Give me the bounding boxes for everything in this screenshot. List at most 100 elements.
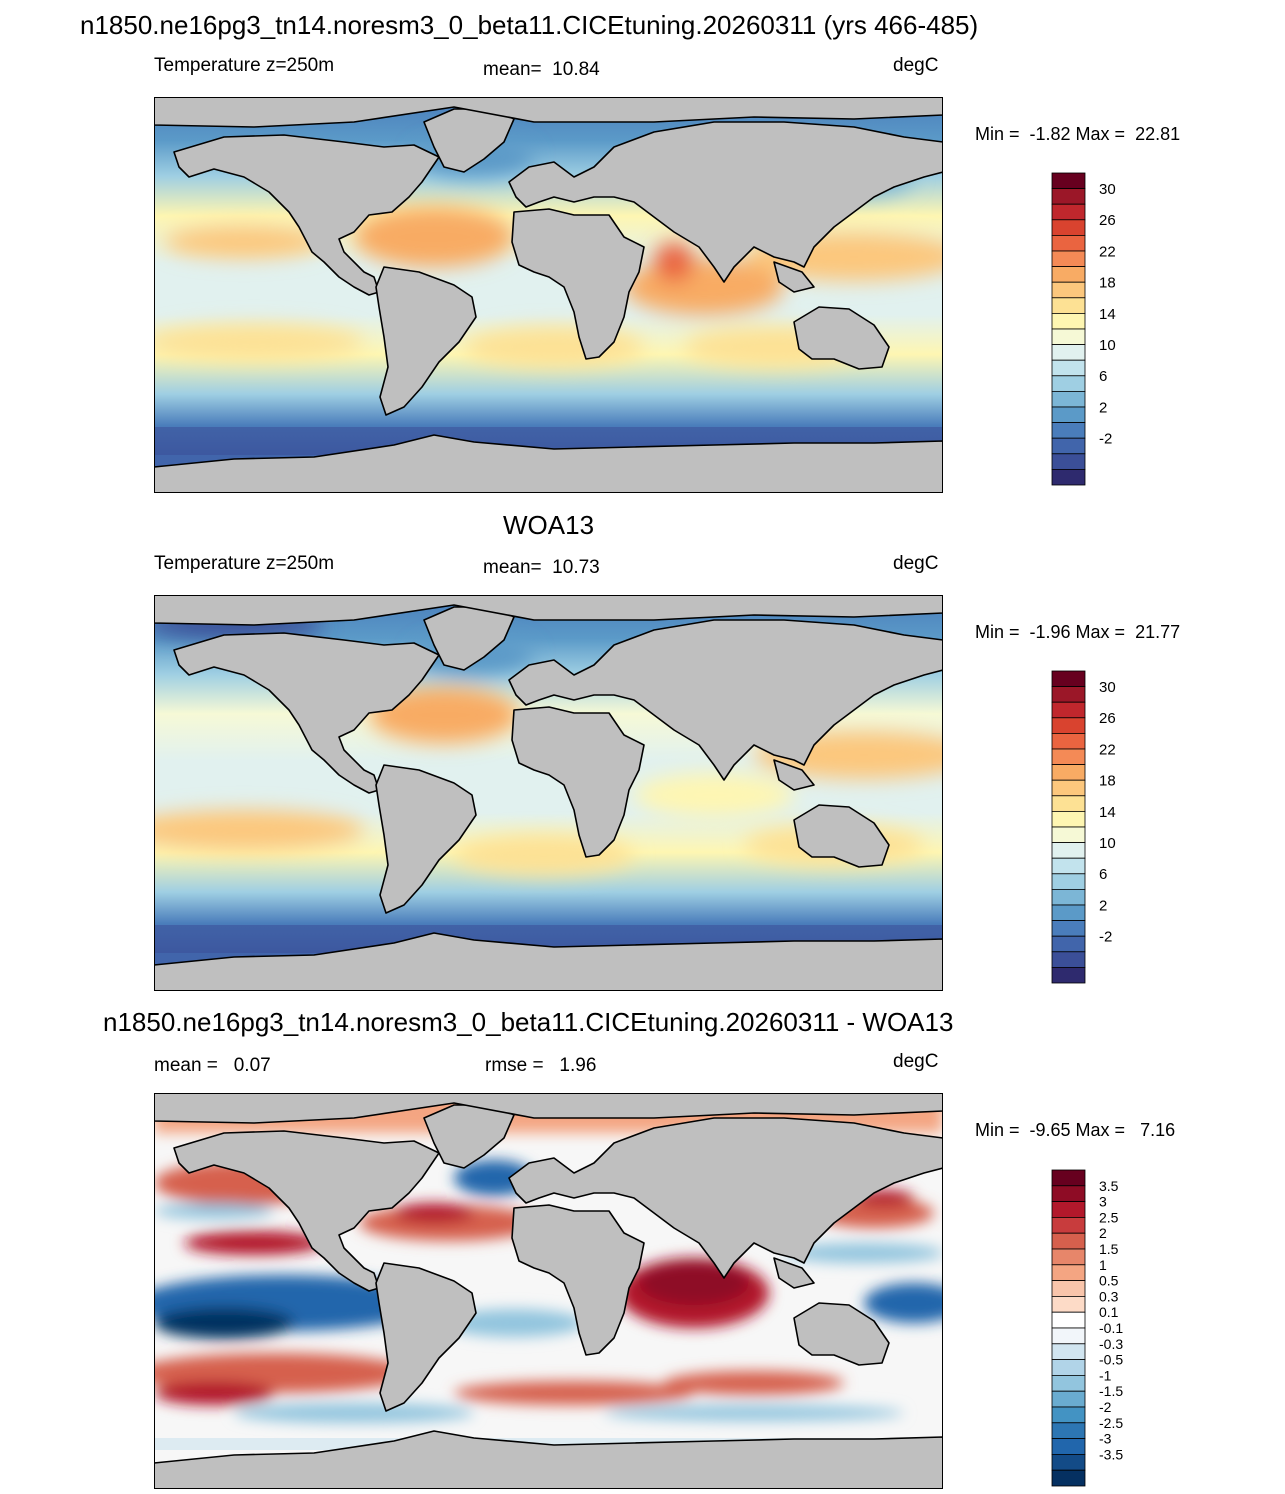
land-mask-diff xyxy=(154,1093,943,1489)
panel-obs-mean: mean= 10.73 xyxy=(483,557,600,578)
map-frame-obs xyxy=(154,595,943,991)
colorbar-obs-swatch xyxy=(1051,764,1086,781)
colorbar-diff-swatch xyxy=(1051,1311,1086,1329)
colorbar-model-label: 10 xyxy=(1099,337,1116,354)
colorbar-diff-swatch xyxy=(1051,1232,1086,1250)
colorbar-model-swatch xyxy=(1051,375,1086,392)
colorbar-diff-swatch xyxy=(1051,1422,1086,1440)
colorbar-diff-swatch xyxy=(1051,1264,1086,1282)
colorbar-diff-swatch xyxy=(1051,1343,1086,1361)
colorbar-obs-label: -2 xyxy=(1099,929,1112,946)
colorbar-diff-label: -0.5 xyxy=(1099,1352,1123,1368)
colorbar-model-label: 14 xyxy=(1099,306,1116,323)
colorbar-diff-label: -1.5 xyxy=(1099,1383,1123,1399)
colorbar-obs-swatch xyxy=(1051,842,1086,859)
colorbar-model-swatch xyxy=(1051,468,1086,486)
panel-model-variable: Temperature z=250m xyxy=(154,55,335,76)
colorbar-obs-label: 14 xyxy=(1099,804,1116,821)
colorbar-diff-label: -2 xyxy=(1099,1399,1112,1415)
map-frame-diff xyxy=(154,1093,943,1489)
colorbar-obs-swatch xyxy=(1051,951,1086,968)
colorbar-obs-label: 26 xyxy=(1099,710,1116,727)
map-frame-model xyxy=(154,97,943,493)
colorbar-model-swatch xyxy=(1051,453,1086,470)
colorbar-diff-swatch xyxy=(1051,1359,1086,1376)
colorbar-obs-swatch xyxy=(1051,935,1086,953)
panel-diff-rmse: rmse = 1.96 xyxy=(485,1055,597,1076)
colorbar-model-swatch xyxy=(1051,250,1086,268)
colorbar-obs-swatch xyxy=(1051,733,1086,750)
colorbar-diff-label: 3 xyxy=(1099,1194,1107,1210)
colorbar-obs-label: 18 xyxy=(1099,773,1116,790)
colorbar-diff-label: 0.1 xyxy=(1099,1304,1119,1320)
colorbar-obs-swatch xyxy=(1051,795,1086,812)
colorbar-obs-swatch xyxy=(1051,686,1086,703)
colorbar-model-swatch xyxy=(1051,390,1086,408)
colorbar-obs-swatch xyxy=(1051,748,1086,766)
colorbar-model-swatch xyxy=(1051,281,1086,299)
colorbar-obs-swatch xyxy=(1051,717,1086,734)
colorbar-model-swatch xyxy=(1051,406,1086,424)
colorbar-diff-swatch xyxy=(1051,1296,1086,1313)
land-mask-obs xyxy=(154,595,943,991)
colorbar-diff-swatch xyxy=(1051,1327,1086,1345)
colorbar-diff-swatch xyxy=(1051,1169,1086,1187)
panel-obs-minmax: Min = -1.96 Max = 21.77 xyxy=(975,622,1181,642)
colorbar-diff-label: -2.5 xyxy=(1099,1415,1123,1431)
colorbar-model-swatch xyxy=(1051,297,1086,314)
colorbar-model-swatch xyxy=(1051,312,1086,330)
colorbar-diff-swatch xyxy=(1051,1374,1086,1392)
colorbar-obs-swatch xyxy=(1051,779,1086,797)
colorbar-diff-label: -3.5 xyxy=(1099,1446,1123,1462)
map-model xyxy=(154,97,943,493)
colorbar-obs-swatch xyxy=(1051,857,1086,875)
colorbar-model-label: 2 xyxy=(1099,399,1107,416)
colorbar-model-swatch xyxy=(1051,266,1086,283)
colorbar-model-swatch xyxy=(1051,172,1086,190)
land-mask-model xyxy=(154,97,943,493)
panel-diff-minmax: Min = -9.65 Max = 7.16 xyxy=(975,1120,1176,1140)
panel-obs-variable: Temperature z=250m xyxy=(154,553,335,574)
colorbar-diff-swatch xyxy=(1051,1185,1086,1203)
colorbar-diff-label: -1 xyxy=(1099,1367,1112,1383)
panel-obs-units: degC xyxy=(893,553,939,574)
colorbar-diff-label: 1.5 xyxy=(1099,1241,1119,1257)
panel-diff-title: n1850.ne16pg3_tn14.noresm3_0_beta11.CICE… xyxy=(103,1007,954,1037)
colorbar-diff-label: 0.3 xyxy=(1099,1288,1119,1304)
colorbar-obs-label: 2 xyxy=(1099,897,1107,914)
colorbar-model-swatch xyxy=(1051,328,1086,346)
colorbar-obs-swatch xyxy=(1051,904,1086,922)
colorbar-diff-label: -0.3 xyxy=(1099,1336,1123,1352)
colorbar-diff-label: 0.5 xyxy=(1099,1273,1119,1289)
figure-title: n1850.ne16pg3_tn14.noresm3_0_beta11.CICE… xyxy=(80,10,979,40)
colorbar-model-label: 22 xyxy=(1099,243,1116,260)
colorbar-diff-swatch xyxy=(1051,1469,1086,1487)
colorbar-model: 30 26 22 18 14 10 6 2 -2 xyxy=(1051,172,1152,486)
colorbar-diff-label: -3 xyxy=(1099,1431,1112,1447)
colorbar-model-swatch xyxy=(1051,235,1086,252)
colorbar-model-swatch xyxy=(1051,437,1086,455)
panel-model-minmax: Min = -1.82 Max = 22.81 xyxy=(975,124,1181,144)
colorbar-model-swatch xyxy=(1051,219,1086,236)
colorbar-diff-label: 2.5 xyxy=(1099,1209,1119,1225)
colorbar-diff-swatch xyxy=(1051,1217,1086,1234)
colorbar-model-swatch xyxy=(1051,359,1086,377)
panel-diff-mean: mean = 0.07 xyxy=(154,1055,271,1076)
colorbar-obs-swatch xyxy=(1051,826,1086,844)
colorbar-diff-swatch xyxy=(1051,1280,1086,1297)
panel-model-units: degC xyxy=(893,55,939,76)
colorbar-diff-swatch xyxy=(1051,1438,1086,1455)
colorbar-obs-label: 22 xyxy=(1099,741,1116,758)
colorbar-model-swatch xyxy=(1051,422,1086,439)
colorbar-diff-swatch xyxy=(1051,1248,1086,1266)
colorbar-diff-swatch xyxy=(1051,1406,1086,1424)
colorbar-diff-label: 3.5 xyxy=(1099,1178,1119,1194)
colorbar-diff-swatch xyxy=(1051,1453,1086,1471)
colorbar-model-label: 18 xyxy=(1099,275,1116,292)
colorbar-obs-swatch xyxy=(1051,888,1086,906)
colorbar-model-swatch xyxy=(1051,188,1086,205)
colorbar-model-label: 26 xyxy=(1099,212,1116,229)
colorbar-obs-swatch xyxy=(1051,966,1086,984)
colorbar-obs-label: 30 xyxy=(1099,679,1116,696)
colorbar-obs-label: 6 xyxy=(1099,866,1107,883)
